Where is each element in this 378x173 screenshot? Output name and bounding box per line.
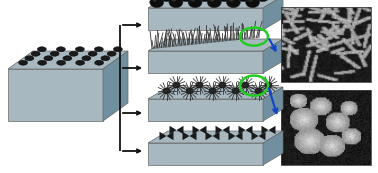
Ellipse shape (25, 56, 34, 61)
Ellipse shape (69, 51, 78, 56)
Ellipse shape (56, 47, 65, 52)
Polygon shape (8, 51, 128, 69)
Polygon shape (259, 132, 265, 140)
Ellipse shape (160, 0, 174, 2)
Ellipse shape (37, 47, 46, 52)
Polygon shape (212, 132, 220, 140)
Ellipse shape (196, 82, 203, 88)
Ellipse shape (219, 82, 226, 88)
Ellipse shape (76, 60, 85, 65)
Polygon shape (263, 131, 283, 165)
Polygon shape (215, 126, 223, 134)
Polygon shape (223, 126, 229, 134)
Ellipse shape (94, 47, 103, 52)
Ellipse shape (256, 0, 270, 2)
Polygon shape (148, 39, 283, 51)
Polygon shape (103, 51, 128, 121)
Polygon shape (148, 8, 263, 30)
Polygon shape (262, 126, 268, 134)
Bar (281, 7, 371, 82)
Ellipse shape (107, 51, 116, 56)
Ellipse shape (44, 56, 53, 61)
Ellipse shape (198, 0, 212, 2)
Ellipse shape (50, 51, 59, 56)
Ellipse shape (217, 0, 231, 2)
Ellipse shape (209, 88, 216, 94)
Polygon shape (8, 69, 103, 121)
Polygon shape (169, 126, 177, 134)
Ellipse shape (94, 60, 104, 65)
Polygon shape (148, 0, 283, 8)
Polygon shape (251, 132, 259, 140)
Polygon shape (183, 132, 189, 140)
Ellipse shape (88, 51, 97, 56)
Ellipse shape (101, 56, 110, 61)
Polygon shape (189, 132, 197, 140)
Ellipse shape (19, 60, 28, 65)
Polygon shape (148, 99, 263, 121)
Ellipse shape (186, 88, 193, 94)
Polygon shape (148, 51, 263, 73)
Ellipse shape (265, 82, 272, 88)
Polygon shape (177, 126, 183, 134)
Ellipse shape (63, 56, 72, 61)
Polygon shape (200, 126, 206, 134)
Ellipse shape (188, 0, 202, 8)
Ellipse shape (163, 88, 170, 94)
Polygon shape (148, 87, 283, 99)
Ellipse shape (236, 0, 250, 2)
Polygon shape (245, 126, 253, 134)
Bar (281, 90, 371, 165)
Ellipse shape (150, 0, 164, 8)
Polygon shape (192, 126, 200, 134)
Ellipse shape (226, 0, 240, 8)
Ellipse shape (75, 47, 84, 52)
Ellipse shape (232, 88, 239, 94)
Polygon shape (148, 131, 283, 143)
Ellipse shape (31, 51, 40, 56)
Ellipse shape (173, 82, 180, 88)
Polygon shape (160, 132, 166, 140)
Ellipse shape (246, 0, 260, 8)
Ellipse shape (172, 0, 176, 2)
Polygon shape (206, 132, 212, 140)
Ellipse shape (179, 0, 193, 2)
Polygon shape (239, 126, 245, 134)
Polygon shape (148, 143, 263, 165)
Ellipse shape (169, 0, 183, 8)
Ellipse shape (249, 0, 253, 2)
Ellipse shape (38, 60, 46, 65)
Ellipse shape (153, 0, 157, 2)
Ellipse shape (229, 0, 234, 2)
Ellipse shape (207, 0, 221, 8)
Ellipse shape (57, 60, 66, 65)
Ellipse shape (242, 82, 249, 88)
Polygon shape (228, 132, 235, 140)
Ellipse shape (255, 88, 262, 94)
Ellipse shape (82, 56, 91, 61)
Ellipse shape (210, 0, 214, 2)
Polygon shape (263, 39, 283, 73)
Polygon shape (268, 126, 276, 134)
Polygon shape (166, 132, 174, 140)
Polygon shape (263, 0, 283, 30)
Polygon shape (235, 132, 243, 140)
Polygon shape (263, 87, 283, 121)
Ellipse shape (113, 47, 122, 52)
Ellipse shape (191, 0, 195, 2)
